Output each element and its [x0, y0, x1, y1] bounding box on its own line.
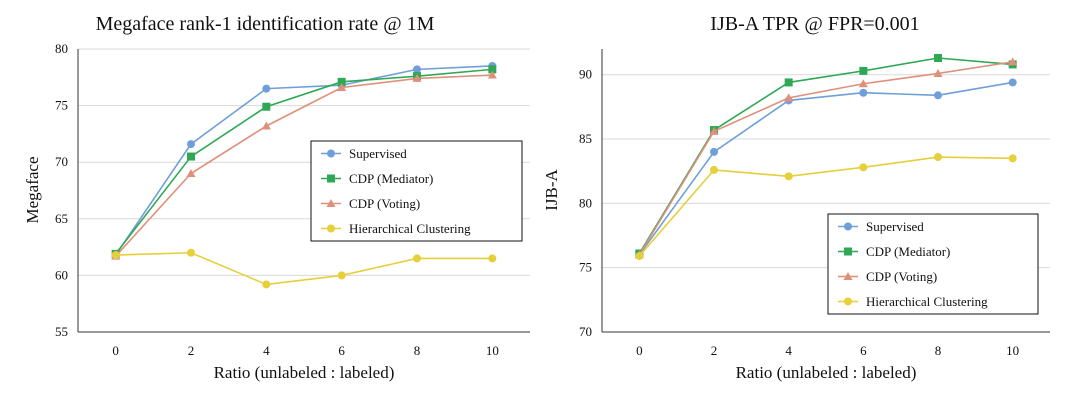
data-point: [186, 169, 196, 178]
chart-title: Megaface rank-1 identification rate @ 1M: [96, 13, 435, 35]
data-point: [412, 73, 422, 82]
data-point: [262, 102, 271, 111]
data-point: [710, 165, 718, 174]
x-tick-label: 2: [711, 343, 718, 358]
y-tick-label: 75: [55, 98, 68, 113]
series-line-3: [115, 251, 493, 286]
data-point: [1008, 154, 1017, 163]
data-point: [261, 121, 271, 130]
y-tick-label: 80: [579, 195, 592, 210]
legend-entry: CDP (Voting): [866, 269, 937, 284]
x-tick-label: 8: [414, 343, 421, 358]
y-tick-label: 65: [55, 211, 68, 226]
data-point: [934, 54, 942, 63]
data-point: [337, 82, 347, 91]
legend-entry: Hierarchical Clustering: [349, 221, 471, 236]
data-point: [859, 88, 868, 97]
data-point: [1008, 78, 1017, 87]
legend-entry: CDP (Mediator): [349, 171, 433, 186]
data-point: [413, 65, 421, 74]
x-axis-label: Ratio (unlabeled : labeled): [736, 363, 917, 382]
x-axis-label: Ratio (unlabeled : labeled): [214, 363, 395, 382]
data-point: [710, 147, 718, 156]
data-point: [187, 140, 195, 149]
legend-entry: Supervised: [866, 219, 924, 234]
y-tick-label: 70: [579, 324, 592, 339]
legend-marker: [327, 224, 335, 233]
y-tick-label: 90: [579, 67, 592, 82]
y-tick-label: 55: [55, 324, 68, 339]
series-line-1: [115, 68, 493, 255]
legend-entry: CDP (Voting): [349, 196, 420, 211]
data-point: [709, 126, 719, 135]
data-point: [488, 65, 497, 74]
series-line-3: [638, 156, 1013, 257]
data-point: [337, 271, 346, 280]
data-point: [859, 163, 868, 172]
legend-marker: [326, 199, 336, 207]
data-point: [784, 172, 793, 181]
legend-entry: Supervised: [349, 146, 407, 161]
series-line-2: [638, 61, 1013, 256]
legend: Supervised CDP (Mediator) CDP (Voting) Hier…: [827, 213, 1039, 315]
data-point: [784, 78, 793, 87]
x-tick-label: 6: [860, 343, 867, 358]
megaface-chart: Megaface rank-1 identification rate @ 1M…: [23, 13, 530, 382]
data-point: [337, 77, 346, 86]
data-point: [858, 79, 868, 88]
legend-marker: [844, 222, 852, 231]
data-point: [859, 66, 868, 75]
data-point: [111, 251, 120, 260]
data-point: [934, 153, 942, 162]
series-line-2: [115, 74, 493, 257]
x-tick-label: 10: [1006, 343, 1019, 358]
y-tick-label: 80: [55, 41, 68, 56]
x-tick-label: 2: [188, 343, 195, 358]
data-point: [635, 252, 644, 261]
y-tick-label: 75: [579, 260, 592, 275]
data-point: [187, 248, 195, 257]
series-line-0: [638, 81, 1013, 256]
legend-marker: [327, 149, 335, 158]
x-tick-label: 0: [636, 343, 643, 358]
x-tick-label: 8: [935, 343, 942, 358]
legend-marker: [844, 297, 852, 306]
legend-marker: [327, 174, 335, 183]
chart-title: IJB-A TPR @ FPR=0.001: [710, 13, 919, 35]
y-tick-label: 70: [55, 154, 68, 169]
x-tick-label: 4: [263, 343, 270, 358]
y-tick-label: 60: [55, 267, 68, 282]
y-tick-label: 85: [579, 131, 592, 146]
ijba-chart: IJB-A TPR @ FPR=0.001 Ratio (unlabeled :…: [542, 13, 1050, 382]
x-tick-label: 0: [112, 343, 119, 358]
data-point: [262, 280, 271, 289]
data-point: [933, 68, 943, 77]
data-point: [413, 254, 421, 263]
series-line-0: [115, 65, 493, 256]
legend-entry: CDP (Mediator): [866, 244, 950, 259]
data-point: [934, 91, 942, 100]
data-point: [487, 70, 497, 79]
x-tick-label: 10: [486, 343, 499, 358]
y-axis-label: Megaface: [23, 156, 42, 223]
legend: Supervised CDP (Mediator) CDP (Voting) Hier…: [310, 140, 523, 242]
x-tick-label: 4: [785, 343, 792, 358]
data-point: [1008, 57, 1018, 66]
x-tick-label: 6: [338, 343, 345, 358]
data-point: [262, 84, 271, 93]
legend-box: [310, 140, 523, 242]
legend-entry: Hierarchical Clustering: [866, 294, 988, 309]
data-point: [784, 93, 794, 102]
data-point: [488, 254, 497, 263]
legend-marker: [844, 247, 852, 256]
legend-box: [827, 213, 1039, 315]
data-point: [187, 152, 195, 161]
y-axis-label: IJB-A: [542, 169, 561, 211]
legend-marker: [843, 272, 853, 280]
